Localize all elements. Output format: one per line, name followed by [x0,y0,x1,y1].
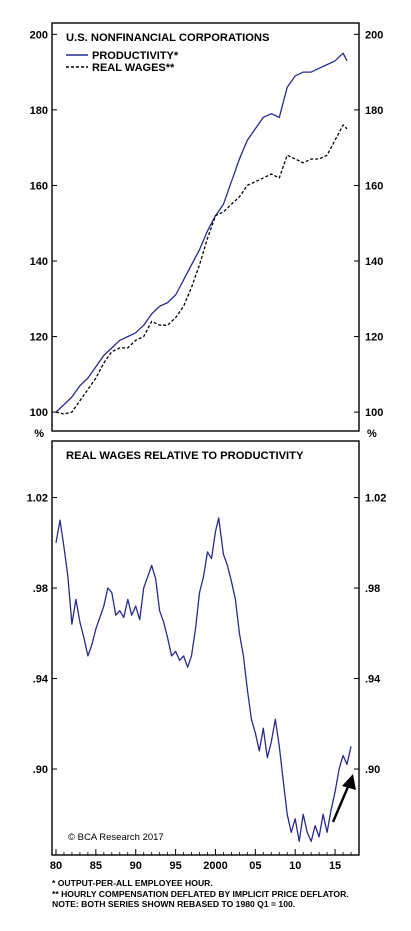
panel-title: U.S. NONFINANCIAL CORPORATIONS [66,32,270,44]
watermark: © BCA Research 2017 [68,832,164,843]
chart-canvas: 100 100 120 120 140 140 160 160 180 180 200 200 U.S.… [27,22,387,872]
y-tick-label-left: 160 [30,180,48,192]
trend-arrow [331,781,352,823]
y-tick-label-right: 100 [365,407,383,419]
y-tick-label-left: .94 [33,674,49,686]
y-tick-label-left: .90 [33,764,48,776]
footnote-3: NOTE: BOTH SERIES SHOWN REBASED TO 1980 … [52,899,296,909]
y-tick-label-left: .98 [33,583,48,595]
y-tick-label-left: 140 [30,256,48,268]
y-tick-label-right: .98 [365,583,380,595]
footnotes: * OUTPUT-PER-ALL EMPLOYEE HOUR. ** HOURL… [52,878,407,910]
series-line-0 [55,52,348,413]
bottom-panel: .90 .90 .94 .94 .98 .98 1.02 1.02% % REAL WAGES R… [27,428,387,872]
x-tick-label: 95 [169,860,181,872]
legend-label-0: PRODUCTIVITY* [92,50,179,62]
x-tick-label: 85 [90,860,102,872]
panel-title: REAL WAGES RELATIVE TO PRODUCTIVITY [66,450,304,462]
series-line-0 [55,517,352,843]
y-tick-label-right: 1.02 [365,493,386,505]
y-tick-label-right: .90 [365,764,380,776]
y-tick-label-left: 200 [30,29,48,41]
y-tick-label-left: 180 [30,105,48,117]
y-tick-label-right: 140 [365,256,383,268]
x-tick-label: 80 [50,860,62,872]
x-tick-label: 05 [249,860,261,872]
x-tick-label: 2000 [203,860,227,872]
series-line-1 [55,124,348,415]
y-tick-label-right: 200 [365,29,383,41]
x-tick-label: 15 [329,860,341,872]
y-tick-label-left: 100 [30,407,48,419]
footnote-1: * OUTPUT-PER-ALL EMPLOYEE HOUR. [52,878,213,888]
y-tick-label-right: 120 [365,332,383,344]
y-unit-left: % [34,428,44,440]
footnote-2: ** HOURLY COMPENSATION DEFLATED BY IMPLI… [52,888,349,899]
y-tick-label-right: 160 [365,180,383,192]
y-tick-label-left: 1.02 [27,493,48,505]
trend-arrow-head [342,774,356,790]
y-tick-label-right: .94 [365,674,381,686]
y-tick-label-left: 120 [30,332,48,344]
y-tick-label-right: 180 [365,105,383,117]
x-tick-label: 10 [289,860,301,872]
legend-label-1: REAL WAGES** [92,62,175,74]
plot-frame [51,440,360,856]
y-unit-right: % [367,428,377,440]
x-tick-label: 90 [130,860,142,872]
top-panel: 100 100 120 120 140 140 160 160 180 180 200 200 U.S.… [30,22,383,432]
plot-frame [51,22,360,432]
